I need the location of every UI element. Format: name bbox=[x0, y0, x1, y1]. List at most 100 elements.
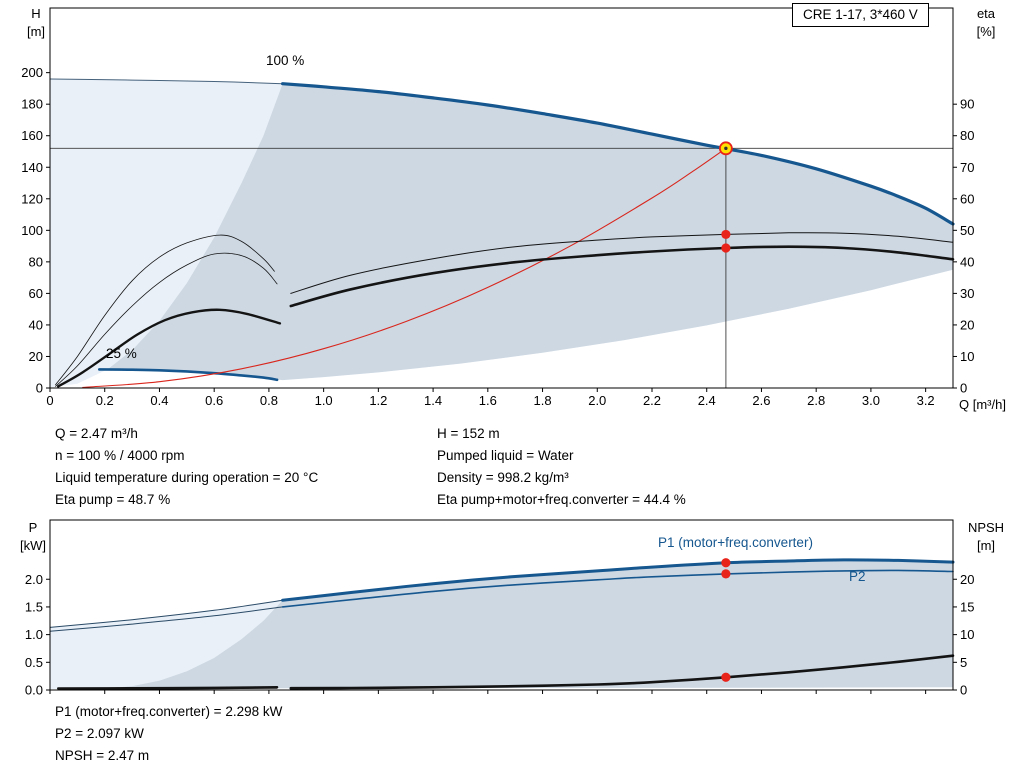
x-tick-label: 1.4 bbox=[424, 393, 442, 408]
y-right-tick-label: 30 bbox=[960, 286, 974, 301]
duty-info-left: Q = 2.47 m³/h n = 100 % / 4000 rpm Liqui… bbox=[55, 423, 318, 511]
x-tick-label: 1.8 bbox=[534, 393, 552, 408]
y-right-tick-label: 10 bbox=[960, 349, 974, 364]
p-axis-title-line2: [kW] bbox=[20, 538, 46, 553]
y-right-tick-label: 40 bbox=[960, 254, 974, 269]
speed-25-label: 25 % bbox=[106, 346, 137, 361]
series-npsh-100pct bbox=[289, 654, 955, 690]
info-head: H = 152 m bbox=[437, 426, 500, 441]
info-speed: n = 100 % / 4000 rpm bbox=[55, 448, 185, 463]
y-right-tick-label: 60 bbox=[960, 191, 974, 206]
y-right-tick-label: 20 bbox=[960, 317, 974, 332]
y-left-tick-label: 40 bbox=[29, 317, 43, 332]
y-left-tick-label: 180 bbox=[21, 97, 43, 112]
y-left-tick-label: 140 bbox=[21, 160, 43, 175]
info-eta-total: Eta pump+motor+freq.converter = 44.4 % bbox=[437, 492, 686, 507]
y-right-tick-label: 5 bbox=[960, 655, 967, 670]
h-axis-title-line2: [m] bbox=[26, 24, 46, 39]
info-density: Density = 998.2 kg/m³ bbox=[437, 470, 569, 485]
p2-curve-label: P2 bbox=[849, 569, 866, 584]
hq-eta-chart: 0 0.2 0.4 0.6 0.8 1.0 1.2 1.4 1.6 1.8 2.0 2.2 2.4 2.6… bbox=[21, 7, 974, 408]
eta-axis-title-line1: eta bbox=[976, 6, 996, 21]
y-left-tick-label: 100 bbox=[21, 223, 43, 238]
npsh-axis-title-line1: NPSH bbox=[967, 520, 1005, 535]
x-tick-label: 0.8 bbox=[260, 393, 278, 408]
y-left-tick-label: 60 bbox=[29, 286, 43, 301]
series-eta-total-100pct bbox=[289, 245, 955, 308]
info-p2: P2 = 2.097 kW bbox=[55, 726, 144, 741]
p-axis-title: P [kW] bbox=[12, 519, 54, 555]
y-left-tick-label: 0.5 bbox=[25, 655, 43, 670]
series-eta-25pct-total bbox=[57, 308, 282, 388]
y-right-tick-label: 70 bbox=[960, 160, 974, 175]
p-axis-title-line1: P bbox=[28, 520, 38, 535]
x-tick-label: 3.2 bbox=[917, 393, 935, 408]
series-h-100pct bbox=[281, 82, 955, 226]
duty-point-center bbox=[724, 146, 728, 151]
series-p1-extension bbox=[49, 599, 284, 628]
x-tick-label: 2.2 bbox=[643, 393, 661, 408]
x-tick-label: 0 bbox=[46, 393, 53, 408]
series-affinity-curve bbox=[82, 147, 727, 388]
y-left-tick-label: 1.0 bbox=[25, 627, 43, 642]
y-left-tick-label: 120 bbox=[21, 191, 43, 206]
info-eta-pump: Eta pump = 48.7 % bbox=[55, 492, 171, 507]
x-tick-label: 1.2 bbox=[369, 393, 387, 408]
duty-dot bbox=[721, 243, 731, 253]
y-left-tick-label: 160 bbox=[21, 128, 43, 143]
x-tick-label: 2.0 bbox=[588, 393, 606, 408]
series-h-25pct bbox=[98, 368, 279, 382]
x-tick-label: 0.2 bbox=[96, 393, 114, 408]
y-left-tick-label: 0 bbox=[36, 381, 43, 396]
region-operating-envelope bbox=[107, 559, 953, 689]
plot-border bbox=[49, 7, 954, 389]
series-p2-extension bbox=[49, 606, 284, 632]
series-h-100pct-extension bbox=[49, 78, 284, 85]
duty-info-right: H = 152 m Pumped liquid = Water Density … bbox=[437, 423, 686, 511]
duty-dot bbox=[721, 569, 731, 579]
npsh-axis-title: NPSH [m] bbox=[956, 519, 1016, 555]
y-right-tick-label: 90 bbox=[960, 97, 974, 112]
h-axis-title: H [m] bbox=[18, 5, 54, 41]
x-tick-label: 0.6 bbox=[205, 393, 223, 408]
x-tick-label: 1.0 bbox=[315, 393, 333, 408]
region-operating-envelope bbox=[107, 83, 953, 381]
y-right-tick-label: 15 bbox=[960, 599, 974, 614]
x-tick-label: 2.6 bbox=[752, 393, 770, 408]
series-eta-25pct-pump-b bbox=[55, 252, 278, 387]
y-left-tick-label: 0.0 bbox=[25, 683, 43, 698]
h-axis-title-line1: H bbox=[31, 6, 41, 21]
q-axis-title: Q [m³/h] bbox=[959, 397, 1006, 412]
info-liquid-temperature: Liquid temperature during operation = 20… bbox=[55, 470, 319, 485]
series-eta-25pct-pump-a bbox=[55, 234, 275, 386]
eta-axis-title: eta [%] bbox=[964, 5, 1008, 41]
plot-border bbox=[49, 519, 954, 691]
y-right-tick-label: 50 bbox=[960, 223, 974, 238]
y-left-tick-label: 2.0 bbox=[25, 572, 43, 587]
series-p2-100pct bbox=[281, 569, 954, 608]
eta-axis-title-line2: [%] bbox=[976, 24, 996, 39]
duty-dot bbox=[721, 558, 731, 568]
series-npsh-25pct bbox=[57, 687, 278, 690]
series-eta-pump-100pct bbox=[290, 232, 954, 294]
y-right-tick-label: 20 bbox=[960, 572, 974, 587]
y-left-tick-label: 80 bbox=[29, 254, 43, 269]
power-info: P1 (motor+freq.converter) = 2.298 kW P2 … bbox=[55, 701, 282, 767]
info-flow: Q = 2.47 m³/h bbox=[55, 426, 138, 441]
info-pumped-liquid: Pumped liquid = Water bbox=[437, 448, 574, 463]
p1-curve-label: P1 (motor+freq.converter) bbox=[658, 535, 813, 550]
x-tick-label: 1.6 bbox=[479, 393, 497, 408]
speed-100-label: 100 % bbox=[266, 53, 305, 68]
power-npsh-chart: 0.0 0.5 1.0 1.5 2.0 0 5 10 15 20 bbox=[25, 519, 974, 698]
pump-model-box: CRE 1-17, 3*460 V bbox=[792, 3, 929, 27]
y-right-tick-label: 80 bbox=[960, 128, 974, 143]
npsh-axis-title-line2: [m] bbox=[976, 538, 996, 553]
y-right-tick-label: 0 bbox=[960, 683, 967, 698]
duty-dot bbox=[721, 672, 731, 682]
y-left-tick-label: 1.5 bbox=[25, 599, 43, 614]
x-tick-label: 3.0 bbox=[862, 393, 880, 408]
x-tick-label: 2.4 bbox=[698, 393, 716, 408]
info-npsh: NPSH = 2.47 m bbox=[55, 748, 150, 763]
series-p1-100pct bbox=[281, 558, 955, 602]
